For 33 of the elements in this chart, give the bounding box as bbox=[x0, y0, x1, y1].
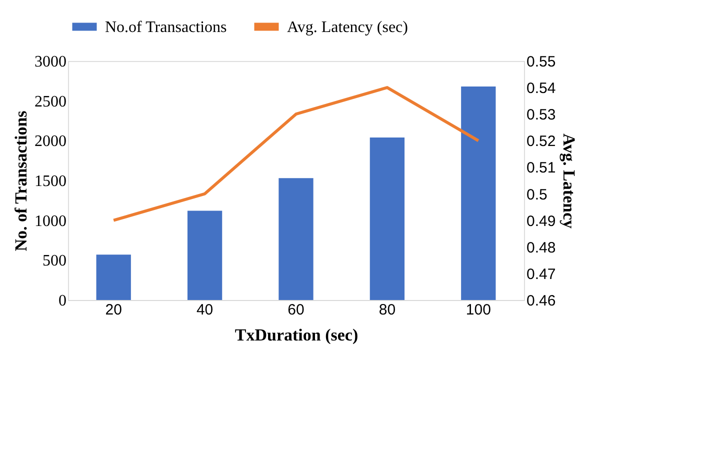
x-tick-label: 80 bbox=[378, 302, 396, 318]
y2-tick-label: 0.48 bbox=[526, 239, 556, 256]
y2-tick-label: 0.54 bbox=[526, 80, 556, 98]
y2-tick-label: 0.52 bbox=[526, 133, 556, 150]
x-tick-label: 100 bbox=[466, 302, 491, 318]
y2-tick-label: 0.51 bbox=[526, 160, 556, 177]
legend-label: Avg. Latency (sec) bbox=[287, 18, 408, 36]
bar bbox=[370, 137, 405, 300]
y2-axis-title: Avg. Latency bbox=[560, 133, 579, 230]
y-tick-label: 500 bbox=[42, 252, 66, 270]
y-tick-label: 1500 bbox=[34, 173, 66, 190]
y-axis-title: No. of Transactions bbox=[12, 110, 30, 252]
bar bbox=[187, 210, 222, 300]
y-tick-label: 0 bbox=[58, 292, 66, 310]
bar bbox=[278, 178, 314, 300]
y2-tick-label: 0.55 bbox=[526, 54, 556, 70]
x-axis-title: TxDuration (sec) bbox=[234, 326, 358, 344]
x-tick-label: 60 bbox=[288, 302, 304, 318]
y2-tick-label: 0.53 bbox=[526, 106, 556, 124]
line-series bbox=[112, 86, 480, 222]
y2-tick-label: 0.47 bbox=[526, 266, 556, 283]
bar bbox=[461, 86, 496, 300]
y-tick-label: 2000 bbox=[34, 133, 66, 150]
bar bbox=[96, 254, 131, 300]
y-tick-label: 2500 bbox=[34, 93, 66, 110]
y2-tick-label: 0.49 bbox=[526, 212, 556, 230]
y2-tick-label: 0.5 bbox=[526, 186, 548, 204]
y-tick-label: 3000 bbox=[34, 54, 66, 70]
y-tick-label: 1000 bbox=[34, 212, 66, 230]
y2-tick-label: 0.46 bbox=[526, 292, 556, 310]
legend-label: No.of Transactions bbox=[105, 18, 227, 36]
x-tick-label: 20 bbox=[105, 302, 122, 318]
x-tick-label: 40 bbox=[196, 302, 214, 318]
